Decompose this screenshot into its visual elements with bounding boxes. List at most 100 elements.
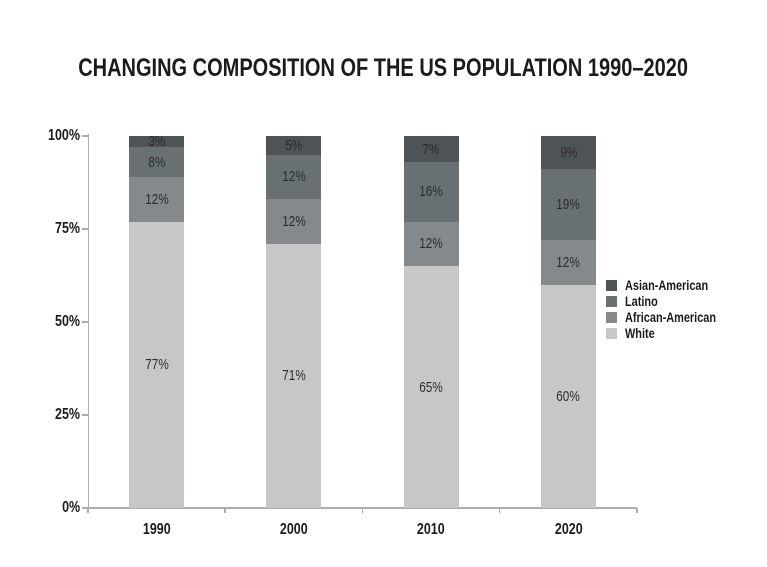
y-tick-label-text: 25%	[55, 406, 80, 423]
bar-segment-african-american: 12%	[540, 240, 596, 285]
segment-value-label: 12%	[142, 192, 172, 207]
segment-value-text: 9%	[559, 144, 577, 162]
legend-swatch-african-american	[606, 311, 617, 323]
segment-value-text: 77%	[144, 356, 169, 374]
segment-value-text: 65%	[419, 378, 443, 396]
segment-value-label: 71%	[279, 368, 309, 383]
y-tick-label: 50%	[28, 314, 80, 330]
bar-segment-asian-american: 3%	[129, 134, 185, 149]
segment-value-label: 12%	[553, 255, 583, 270]
y-axis-tick	[82, 414, 88, 416]
x-axis-label-1990: 1990	[117, 521, 197, 538]
bar-segment-asian-american: 7%	[403, 136, 459, 163]
segment-value-label: 16%	[416, 184, 446, 199]
bar-segment-white: 77%	[129, 221, 185, 508]
segment-value-label: 8%	[146, 155, 168, 170]
x-axis-tick	[636, 508, 638, 513]
bar-1990: 3% 8% 12% 77%	[129, 134, 185, 508]
x-axis-label-text: 1990	[142, 521, 171, 538]
segment-value-text: 19%	[556, 196, 581, 214]
legend-label-african-american: African-American	[625, 310, 742, 324]
bar-segment-white: 65%	[403, 266, 459, 508]
segment-value-label: 9%	[558, 145, 580, 160]
x-axis-line	[88, 507, 637, 509]
y-axis-tick	[82, 321, 88, 323]
segment-value-label: 12%	[279, 169, 309, 184]
segment-value-text: 8%	[148, 153, 166, 171]
bar-segment-african-american: 12%	[129, 176, 185, 222]
y-tick-label-text: 100%	[48, 127, 80, 144]
bar-segment-african-american: 12%	[266, 199, 322, 244]
x-axis-tick	[498, 508, 501, 513]
chart-title-text: CHANGING COMPOSITION OF THE US POPULATIO…	[78, 54, 689, 82]
bar-segment-white: 60%	[540, 284, 596, 508]
segment-value-text: 3%	[148, 133, 166, 151]
legend-label-text: Latino	[625, 293, 658, 309]
segment-value-label: 77%	[142, 357, 172, 372]
legend-label-text: African-American	[625, 309, 717, 325]
x-axis-label-2010: 2010	[391, 521, 471, 538]
legend-item-white: White	[606, 325, 742, 341]
segment-value-text: 12%	[282, 213, 306, 231]
legend-item-asian-american: Asian-American	[606, 277, 742, 293]
y-tick-label: 100%	[28, 128, 80, 144]
bar-segment-asian-american: 5%	[266, 136, 322, 155]
legend-swatch-white	[606, 327, 617, 339]
y-tick-label: 0%	[28, 500, 80, 516]
segment-value-text: 12%	[556, 253, 581, 271]
bar-segment-latino: 8%	[129, 147, 185, 177]
chart-title: CHANGING COMPOSITION OF THE US POPULATIO…	[0, 54, 767, 83]
y-tick-label: 25%	[28, 407, 80, 423]
bar-segment-latino: 12%	[266, 154, 322, 200]
segment-value-text: 12%	[419, 235, 443, 253]
segment-value-text: 71%	[282, 367, 306, 385]
bar-2000: 5% 12% 12% 71%	[266, 136, 322, 508]
bar-segment-latino: 16%	[403, 162, 459, 222]
segment-value-label: 60%	[553, 389, 583, 404]
bar-segment-latino: 19%	[540, 169, 596, 241]
x-axis-label-text: 2020	[554, 521, 583, 538]
x-axis-tick	[87, 508, 89, 513]
bar-2010: 7% 16% 12% 65%	[403, 136, 459, 508]
segment-value-text: 7%	[422, 140, 440, 158]
y-axis-tick	[82, 507, 88, 509]
x-axis-label-text: 2000	[279, 521, 308, 538]
legend-item-latino: Latino	[606, 293, 742, 309]
legend-swatch-latino	[606, 295, 617, 307]
y-axis-tick	[82, 135, 88, 137]
segment-value-label: 19%	[553, 197, 583, 212]
segment-value-text: 16%	[419, 183, 443, 201]
legend-label-latino: Latino	[625, 294, 667, 308]
x-axis-label-2020: 2020	[528, 521, 608, 538]
segment-value-text: 60%	[556, 387, 581, 405]
legend-swatch-asian-american	[606, 279, 617, 291]
y-axis-line	[87, 134, 89, 508]
segment-value-text: 5%	[285, 136, 303, 154]
legend-label-text: White	[625, 325, 655, 341]
bar-segment-white: 71%	[266, 243, 322, 508]
segment-value-label: 7%	[420, 142, 442, 157]
segment-value-label: 5%	[283, 138, 305, 153]
legend: Asian-American Latino African-American Whit…	[606, 277, 742, 341]
bar-2020: 9% 19% 12% 60%	[540, 136, 596, 508]
segment-value-label: 12%	[416, 236, 446, 251]
x-axis-tick	[361, 508, 363, 513]
segment-value-text: 12%	[282, 168, 306, 186]
segment-value-text: 12%	[144, 190, 169, 208]
y-tick-label-text: 50%	[55, 313, 80, 330]
segment-value-label: 65%	[416, 380, 446, 395]
y-tick-label-text: 75%	[55, 220, 80, 237]
bar-segment-african-american: 12%	[403, 221, 459, 267]
segment-value-label: 3%	[146, 134, 168, 149]
segment-value-label: 12%	[279, 214, 309, 229]
y-tick-label-text: 0%	[61, 499, 80, 516]
legend-item-african-american: African-American	[606, 309, 742, 325]
y-tick-label: 75%	[28, 221, 80, 237]
x-axis-label-2000: 2000	[254, 521, 334, 538]
y-axis-tick	[82, 228, 88, 230]
legend-label-white: White	[625, 326, 663, 340]
x-axis-label-text: 2010	[417, 521, 446, 538]
legend-label-asian-american: Asian-American	[625, 278, 732, 292]
x-axis-tick	[224, 508, 226, 513]
